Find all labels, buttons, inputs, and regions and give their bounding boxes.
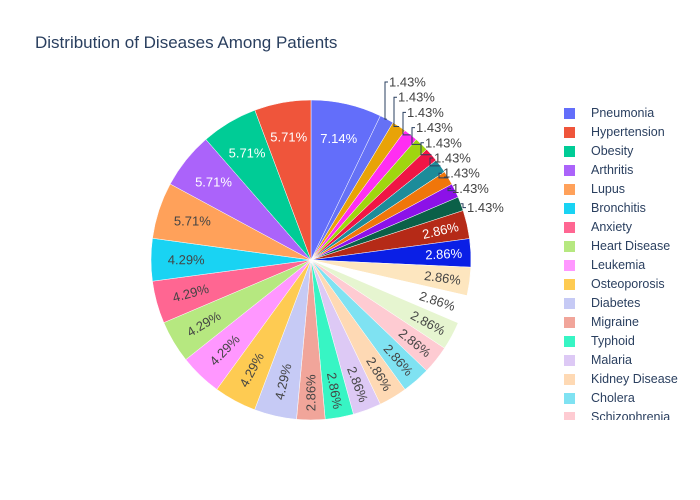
legend-label: Bronchitis (591, 201, 646, 215)
leader-line (420, 142, 432, 156)
pie-slice[interactable] (254, 99, 312, 261)
leader-line (438, 172, 449, 179)
legend-swatch (564, 260, 575, 271)
legend-item[interactable]: Osteoporosis (560, 275, 700, 294)
legend-label: Osteoporosis (591, 277, 665, 291)
slice-label: 2.86% (324, 371, 345, 410)
leader-line (447, 187, 456, 192)
legend-swatch (564, 336, 575, 347)
legend-item[interactable]: Cholera (560, 389, 700, 408)
slice-label: 1.43% (452, 181, 489, 196)
slice-label: 1.43% (467, 200, 504, 215)
slice-label: 2.86% (303, 374, 318, 411)
legend-swatch (564, 203, 575, 214)
slice-label: 5.71% (270, 130, 307, 145)
legend-swatch (564, 241, 575, 252)
legend-item[interactable]: Lupus (560, 180, 700, 199)
legend-swatch (564, 412, 575, 420)
slice-label: 1.43% (434, 151, 471, 166)
slice-label: 1.43% (389, 75, 426, 90)
legend-swatch (564, 127, 575, 138)
legend-swatch (564, 279, 575, 290)
legend-swatch (564, 146, 575, 157)
legend-label: Anxiety (591, 220, 632, 234)
legend[interactable]: Pneumonia Hypertension Obesity Arthritis Lup… (560, 104, 700, 420)
leader-line (429, 157, 441, 167)
legend-swatch (564, 184, 575, 195)
leader-line (402, 111, 411, 136)
legend-label: Cholera (591, 391, 635, 405)
chart-title: Distribution of Diseases Among Patients (35, 33, 338, 52)
leader-line (411, 127, 422, 145)
slice-label: 5.71% (195, 175, 232, 190)
legend-item[interactable]: Typhoid (560, 332, 700, 351)
slice-label: 1.43% (407, 105, 444, 120)
slice-label: 1.43% (443, 166, 480, 181)
legend-swatch (564, 393, 575, 404)
legend-label: Schizophrenia (591, 410, 671, 420)
legend-swatch (564, 165, 575, 176)
legend-label: Typhoid (591, 334, 635, 348)
slice-label: 1.43% (425, 135, 462, 150)
legend-swatch (564, 374, 575, 385)
legend-label: Malaria (591, 353, 632, 367)
slice-label: 5.71% (229, 145, 266, 160)
slice-label: 2.86% (425, 246, 463, 263)
legend-item[interactable]: Heart Disease (560, 237, 700, 256)
legend-item[interactable]: Schizophrenia (560, 408, 700, 420)
legend-item[interactable]: Hypertension (560, 123, 700, 142)
legend-label: Kidney Disease (591, 372, 678, 386)
legend-swatch (564, 298, 575, 309)
legend-item[interactable]: Anxiety (560, 218, 700, 237)
slice-label: 1.43% (416, 120, 453, 135)
legend-swatch (564, 317, 575, 328)
leader-line (460, 203, 466, 209)
legend-swatch (564, 108, 575, 119)
slice-label: 1.43% (398, 90, 435, 105)
legend-label: Migraine (591, 315, 639, 329)
slice-label: 5.71% (174, 214, 211, 229)
slice-label: 4.29% (168, 252, 205, 267)
leader-line (393, 96, 400, 127)
legend-label: Lupus (591, 182, 626, 196)
legend-label: Heart Disease (591, 239, 671, 253)
legend-item[interactable]: Malaria (560, 351, 700, 370)
legend-item[interactable]: Pneumonia (560, 104, 700, 123)
legend-label: Arthritis (591, 163, 634, 177)
legend-item[interactable]: Diabetes (560, 294, 700, 313)
legend-label: Leukemia (591, 258, 646, 272)
legend-label: Hypertension (591, 125, 665, 139)
leader-line (384, 81, 388, 120)
slice-label: 7.14% (320, 131, 357, 146)
legend-item[interactable]: Migraine (560, 313, 700, 332)
legend-swatch (564, 355, 575, 366)
legend-item[interactable]: Obesity (560, 142, 700, 161)
slice-label: 2.86% (423, 268, 462, 288)
legend-label: Obesity (591, 144, 634, 158)
legend-item[interactable]: Kidney Disease (560, 370, 700, 389)
legend-item[interactable]: Leukemia (560, 256, 700, 275)
legend-label: Pneumonia (591, 106, 655, 120)
legend-item[interactable]: Arthritis (560, 161, 700, 180)
legend-item[interactable]: Bronchitis (560, 199, 700, 218)
legend-swatch (564, 222, 575, 233)
legend-label: Diabetes (591, 296, 641, 310)
